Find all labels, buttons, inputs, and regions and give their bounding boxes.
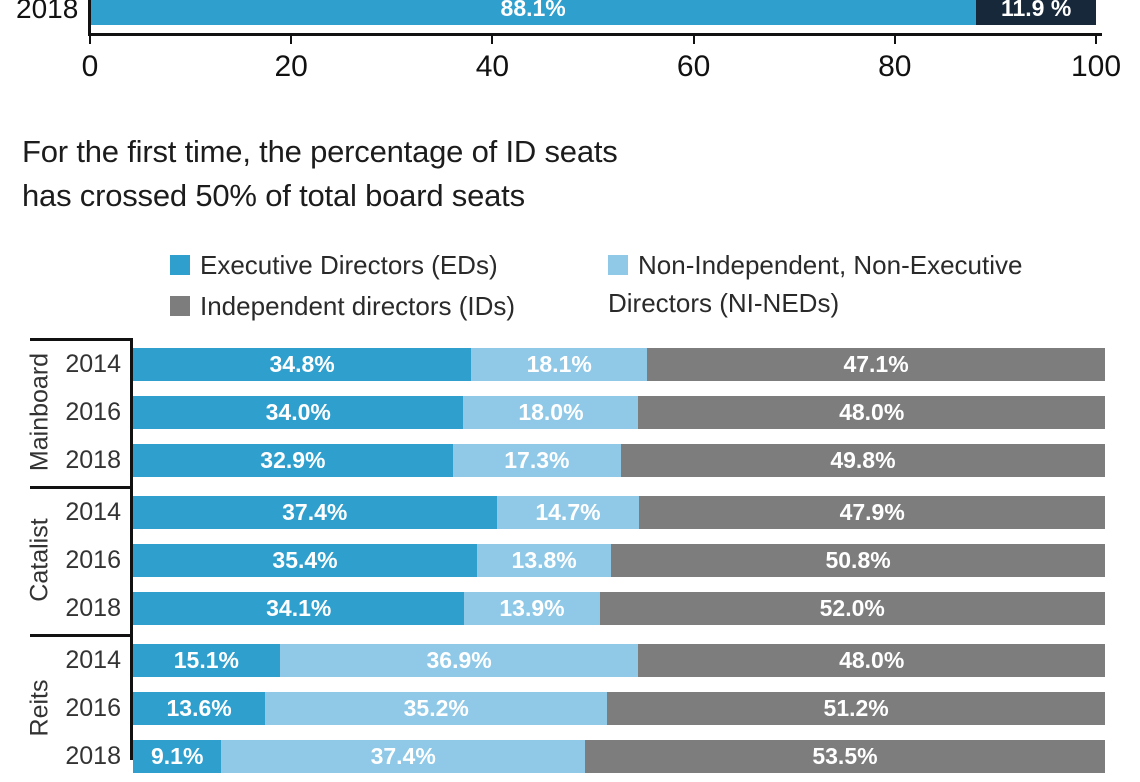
bar-segment-ids: 49.8% (620, 444, 1105, 477)
stacked-bar: 34.8% 18.1% 47.1% (133, 348, 1105, 381)
bar-row-reits-2014: 2014 15.1% 36.9% 48.0% (0, 644, 1105, 677)
legend-item-ni-neds: Non-Independent, Non-Executive Directors… (608, 246, 1088, 322)
bar-segment-ni_neds: 35.2% (265, 692, 608, 725)
bar-segment-eds: 34.0% (133, 396, 464, 429)
bar-segment-eds: 13.6% (133, 692, 266, 725)
top-row-year-label: 2018 (16, 0, 79, 24)
bar-segment-ni_neds: 14.7% (496, 496, 640, 529)
chart-title: For the first time, the percentage of ID… (22, 130, 618, 218)
group-divider (30, 634, 133, 637)
year-label: 2016 (65, 398, 121, 426)
year-label: 2018 (65, 594, 121, 622)
axis-tick-label: 0 (81, 50, 99, 83)
bar-row-reits-2016: 2016 13.6% 35.2% 51.2% (0, 692, 1105, 725)
legend-swatch-eds (170, 255, 190, 275)
year-label: 2014 (65, 646, 121, 674)
year-label: 2014 (65, 498, 121, 526)
axis-tick-label: 40 (475, 50, 510, 83)
bar-segment-ids: 48.0% (638, 396, 1105, 429)
bar-segment-ids: 51.2% (607, 692, 1105, 725)
chart-axis-line (130, 338, 133, 760)
year-label: 2018 (65, 742, 121, 770)
stacked-bar: 34.1% 13.9% 52.0% (133, 592, 1105, 625)
axis-tick-label: 60 (676, 50, 711, 83)
axis-tick (491, 36, 494, 44)
bar-segment-ids: 48.0% (638, 644, 1105, 677)
bar-segment-ni_neds: 18.1% (471, 348, 648, 381)
legend-label-eds: Executive Directors (EDs) (200, 250, 498, 280)
bar-row-reits-2018: 2018 9.1% 37.4% 53.5% (0, 740, 1105, 773)
bar-segment-eds: 35.4% (133, 544, 478, 577)
top-bar-segment-dark: 11.9 % (976, 0, 1096, 25)
bar-segment-ni_neds: 37.4% (221, 740, 585, 773)
chart-group-catalist: Catalist 2014 37.4% 14.7% 47.9% 2016 35.4% 13.8… (0, 486, 1105, 634)
axis-line (88, 33, 1102, 36)
stacked-bar: 37.4% 14.7% 47.9% (133, 496, 1105, 529)
stacked-bar: 13.6% 35.2% 51.2% (133, 692, 1105, 725)
axis-spine (88, 0, 91, 36)
stacked-bar: 9.1% 37.4% 53.5% (133, 740, 1105, 773)
bar-segment-ni_neds: 17.3% (452, 444, 621, 477)
chart-group-mainboard: Mainboard 2014 34.8% 18.1% 47.1% 2016 34.0% 18.… (0, 338, 1105, 486)
bar-segment-ids: 50.8% (611, 544, 1105, 577)
top-stacked-bar: 88.1% 11.9 % (90, 0, 1096, 25)
bar-segment-ids: 53.5% (584, 740, 1105, 773)
year-label: 2016 (65, 694, 121, 722)
bar-row-catalist-2016: 2016 35.4% 13.8% 50.8% (0, 544, 1105, 577)
bar-row-mainboard-2018: 2018 32.9% 17.3% 49.8% (0, 444, 1105, 477)
bar-segment-ni_neds: 36.9% (279, 644, 639, 677)
axis-tick (1095, 36, 1097, 44)
legend-label-ni-neds: Non-Independent, Non-Executive Directors… (608, 250, 1023, 318)
bar-segment-eds: 34.1% (133, 592, 465, 625)
bar-segment-eds: 9.1% (133, 740, 222, 773)
bar-segment-eds: 15.1% (133, 644, 280, 677)
chart-title-line2: has crossed 50% of total board seats (22, 178, 525, 213)
legend-label-ids: Independent directors (IDs) (200, 291, 516, 321)
legend-swatch-ids (170, 296, 190, 316)
stacked-bar-chart: Mainboard 2014 34.8% 18.1% 47.1% 2016 34.0% 18.… (0, 338, 1105, 782)
bar-segment-ids: 47.1% (647, 348, 1105, 381)
top-bar-segment-blue: 88.1% (90, 0, 977, 25)
bar-segment-ids: 52.0% (599, 592, 1105, 625)
axis-tick-label: 20 (274, 50, 308, 83)
bar-row-mainboard-2014: 2014 34.8% 18.1% 47.1% (0, 348, 1105, 381)
bar-segment-ids: 47.9% (639, 496, 1105, 529)
bar-row-mainboard-2016: 2016 34.0% 18.0% 48.0% (0, 396, 1105, 429)
chart-title-line1: For the first time, the percentage of ID… (22, 134, 618, 169)
group-label-catalist: Catalist (25, 518, 54, 602)
axis-tick (290, 36, 293, 44)
legend-swatch-ni-neds (608, 255, 628, 275)
group-label-reits: Reits (25, 679, 54, 737)
chart-groups: Mainboard 2014 34.8% 18.1% 47.1% 2016 34.0% 18.… (0, 338, 1105, 782)
stacked-bar: 32.9% 17.3% 49.8% (133, 444, 1105, 477)
bar-segment-ni_neds: 13.9% (464, 592, 600, 625)
bar-row-catalist-2014: 2014 37.4% 14.7% 47.9% (0, 496, 1105, 529)
group-label-mainboard: Mainboard (25, 352, 54, 472)
bar-segment-eds: 34.8% (133, 348, 472, 381)
legend-item-ids: Independent directors (IDs) (170, 287, 515, 325)
axis-tick (89, 36, 91, 44)
year-label: 2018 (65, 446, 121, 474)
axis-tick-label: 80 (878, 50, 912, 83)
bar-segment-ni_neds: 18.0% (463, 396, 639, 429)
year-label: 2014 (65, 350, 121, 378)
axis-tick-label: 100 (1070, 50, 1122, 83)
stacked-bar: 34.0% 18.0% 48.0% (133, 396, 1105, 429)
year-label: 2016 (65, 546, 121, 574)
axis-tick (692, 36, 695, 44)
stacked-bar: 35.4% 13.8% 50.8% (133, 544, 1105, 577)
bar-segment-eds: 32.9% (133, 444, 453, 477)
bar-segment-ni_neds: 13.8% (477, 544, 612, 577)
axis-tick (893, 36, 896, 44)
group-divider (30, 486, 133, 489)
x-axis: 0 20 40 60 80 100 (82, 36, 1121, 96)
top-chart: 2018 88.1% 11.9 % 0 20 40 60 80 100 (0, 0, 1140, 100)
stacked-bar: 15.1% 36.9% 48.0% (133, 644, 1105, 677)
bar-segment-eds: 37.4% (133, 496, 497, 529)
legend-item-eds: Executive Directors (EDs) (170, 246, 498, 284)
bar-row-catalist-2018: 2018 34.1% 13.9% 52.0% (0, 592, 1105, 625)
group-divider (30, 338, 133, 341)
